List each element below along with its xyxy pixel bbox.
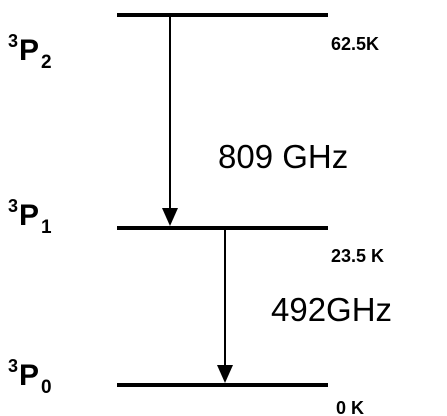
term-letter: P bbox=[19, 199, 39, 232]
j-value: 0 bbox=[41, 377, 52, 398]
multiplicity: 3 bbox=[8, 356, 18, 376]
energy-label: 62.5K bbox=[331, 34, 379, 54]
arrow-head bbox=[217, 365, 233, 383]
energy-label: 0 K bbox=[336, 398, 364, 416]
j-value: 1 bbox=[41, 217, 52, 238]
arrow-head bbox=[162, 208, 178, 226]
transition-label: 809 GHz bbox=[218, 138, 348, 175]
term-letter: P bbox=[19, 359, 39, 392]
multiplicity: 3 bbox=[8, 196, 18, 216]
j-value: 2 bbox=[41, 52, 52, 73]
energy-label: 23.5 K bbox=[331, 246, 384, 266]
transition-label: 492GHz bbox=[271, 291, 392, 328]
term-letter: P bbox=[19, 34, 39, 67]
multiplicity: 3 bbox=[8, 31, 18, 51]
